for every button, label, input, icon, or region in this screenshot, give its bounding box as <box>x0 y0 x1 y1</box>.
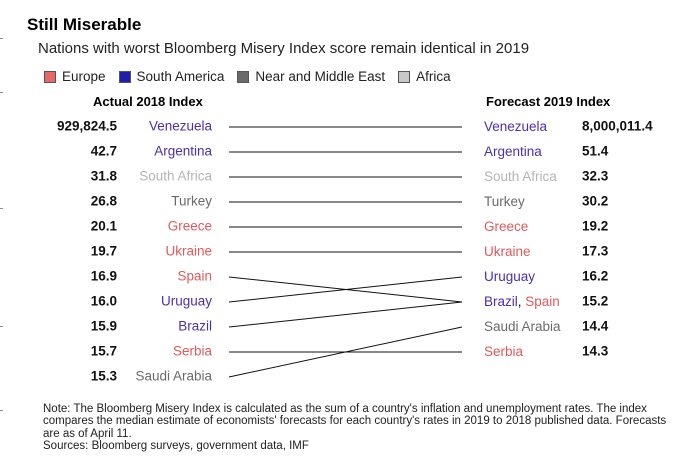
right-value-row-4: 19.2 <box>582 219 608 234</box>
link-line-uruguay <box>228 276 463 303</box>
right-value-row-6: 16.2 <box>582 269 608 284</box>
left-value-turkey: 26.8 <box>91 194 118 209</box>
right-country-group: Uruguay <box>484 269 535 284</box>
right-country-greece: Greece <box>484 219 528 234</box>
right-value-row-9: 14.3 <box>582 344 609 359</box>
left-value-greece: 20.1 <box>91 219 118 234</box>
left-country-ukraine: Ukraine <box>165 244 212 259</box>
right-country-group: Turkey <box>484 194 525 209</box>
slope-chart: 929,824.5 Venezuela 42.7 Argentina 31.8 South… <box>57 119 653 384</box>
legend-swatch-europe <box>44 70 56 83</box>
left-column-header: Actual 2018 Index <box>93 94 203 109</box>
legend-label-europe: Europe <box>62 69 106 84</box>
edge-tick <box>0 92 3 93</box>
legend-item-europe: Europe <box>44 69 106 84</box>
right-country-serbia: Serbia <box>484 344 524 359</box>
right-value-row-3: 30.2 <box>582 194 608 209</box>
left-value-spain: 16.9 <box>91 269 117 284</box>
right-country-group: Venezuela <box>484 119 548 134</box>
footnote: Note: The Bloomberg Misery Index is calc… <box>43 403 668 452</box>
left-country-serbia: Serbia <box>173 344 213 359</box>
right-country-group: Brazil, Spain <box>484 294 560 309</box>
right-value-row-7: 15.2 <box>582 294 608 309</box>
left-value-saudi-arabia: 15.3 <box>91 369 118 384</box>
legend-item-near-middle-east: Near and Middle East <box>237 69 385 84</box>
chart-title: Still Miserable <box>27 15 142 34</box>
left-country-spain: Spain <box>177 269 212 284</box>
right-country-turkey: Turkey <box>484 194 525 209</box>
legend-swatch-near-middle-east <box>237 70 250 83</box>
right-country-group: South Africa <box>484 169 557 184</box>
legend-label-africa: Africa <box>416 69 451 84</box>
left-value-uruguay: 16.0 <box>91 294 117 309</box>
sources-text: Sources: Bloomberg surveys, government d… <box>43 439 309 452</box>
right-value-row-2: 32.3 <box>582 169 609 184</box>
left-value-brazil: 15.9 <box>91 319 117 334</box>
note-text: Note: The Bloomberg Misery Index is calc… <box>43 403 667 440</box>
left-country-argentina: Argentina <box>154 144 212 159</box>
left-country-saudi-arabia: Saudi Arabia <box>135 369 212 384</box>
left-country-greece: Greece <box>168 219 212 234</box>
country-separator: , <box>518 294 526 309</box>
left-value-argentina: 42.7 <box>91 144 117 159</box>
right-country-south-africa: South Africa <box>484 169 557 184</box>
left-value-south-africa: 31.8 <box>91 169 118 184</box>
left-country-venezuela: Venezuela <box>149 119 213 134</box>
edge-tick <box>0 410 3 411</box>
right-country-spain: Spain <box>525 294 560 309</box>
left-country-brazil: Brazil <box>178 319 212 334</box>
legend-item-africa: Africa <box>398 69 451 84</box>
legend-swatch-south-america <box>118 70 131 83</box>
right-country-venezuela: Venezuela <box>484 119 548 134</box>
right-country-uruguay: Uruguay <box>484 269 535 284</box>
right-value-row-1: 51.4 <box>582 144 609 159</box>
left-value-serbia: 15.7 <box>91 344 117 359</box>
right-country-group: Serbia <box>484 344 524 359</box>
left-value-ukraine: 19.7 <box>91 244 117 259</box>
right-country-argentina: Argentina <box>484 144 542 159</box>
right-country-group: Ukraine <box>484 244 531 259</box>
right-country-ukraine: Ukraine <box>484 244 531 259</box>
chart-subtitle: Nations with worst Bloomberg Misery Inde… <box>38 40 530 57</box>
left-country-uruguay: Uruguay <box>161 294 212 309</box>
edge-tick <box>0 38 3 39</box>
edge-tick <box>0 208 3 209</box>
right-value-row-0: 8,000,011.4 <box>582 119 653 134</box>
left-country-turkey: Turkey <box>171 194 212 209</box>
right-column-header: Forecast 2019 Index <box>486 94 611 109</box>
link-line-saudi-arabia <box>228 326 463 378</box>
right-country-brazil: Brazil <box>484 294 518 309</box>
right-country-group: Argentina <box>484 144 542 159</box>
edge-tick <box>0 326 3 327</box>
legend-label-south-america: South America <box>136 69 225 84</box>
right-country-saudi-arabia: Saudi Arabia <box>484 319 561 334</box>
legend: Europe South America Near and Middle Eas… <box>44 69 464 84</box>
right-value-row-8: 14.4 <box>582 319 609 334</box>
link-line-brazil <box>228 301 463 328</box>
right-country-group: Saudi Arabia <box>484 319 561 334</box>
right-value-row-5: 17.3 <box>582 244 609 259</box>
left-value-venezuela: 929,824.5 <box>57 119 118 134</box>
left-country-south-africa: South Africa <box>139 169 212 184</box>
legend-label-near-middle-east: Near and Middle East <box>255 69 386 84</box>
legend-swatch-africa <box>398 70 411 83</box>
legend-item-south-america: South America <box>118 69 225 84</box>
right-country-group: Greece <box>484 219 528 234</box>
